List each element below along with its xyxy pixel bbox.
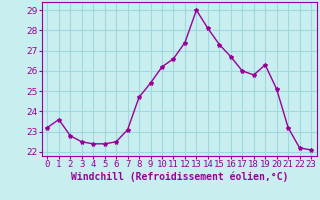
X-axis label: Windchill (Refroidissement éolien,°C): Windchill (Refroidissement éolien,°C) [70,172,288,182]
